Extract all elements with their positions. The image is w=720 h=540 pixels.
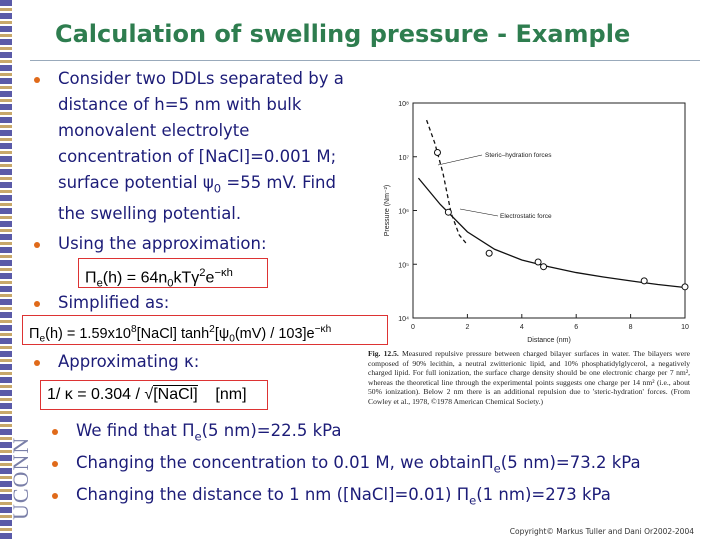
bullet: Consider two DDLs separated by a distanc…: [34, 66, 358, 227]
text-run: Changing the concentration to 0.01 M, we…: [76, 453, 482, 472]
text-run: Changing the distance to 1 nm ([NaCl]=0.…: [76, 485, 457, 504]
text-run: (h) = 1.59x10: [45, 325, 131, 342]
y-tick-label: 10⁷: [399, 155, 410, 162]
bullet: Simplified as:: [34, 290, 358, 316]
text-run: (5 nm)=73.2 kPa: [500, 453, 641, 472]
bullet: Changing the distance to 1 nm ([NaCl]=0.…: [52, 482, 696, 513]
text-run: [NaCl] tanh: [136, 325, 210, 342]
text-sup: 8: [130, 324, 137, 335]
figure-caption: Fig. 12.5. Measured repulsive pressure b…: [368, 349, 690, 407]
x-tick-label: 8: [629, 324, 633, 331]
text-run: Consider two DDLs separated by a distanc…: [58, 69, 344, 192]
text-sym: Π: [182, 421, 195, 440]
text-sym: Π: [481, 453, 494, 472]
data-point: [485, 249, 493, 257]
text-sub: 0: [229, 333, 235, 345]
text-sym: κ: [184, 352, 194, 371]
plot-frame: [412, 102, 686, 319]
equation: Πe(h) = 64n0kTγ2e−κh: [78, 258, 268, 290]
text-run: 1/ κ = 0.304 / √: [47, 386, 154, 403]
bullet: Changing the concentration to 0.01 M, we…: [52, 450, 696, 481]
data-point: [433, 148, 441, 156]
data-point: [540, 263, 548, 271]
text-sub: 0: [213, 181, 222, 196]
curve-label: Electrostatic force: [500, 213, 552, 220]
data-point: [534, 258, 542, 266]
text-run: (5 nm)=22.5 kPa: [201, 421, 342, 440]
text-over: [NaCl]: [153, 385, 198, 403]
data-point: [640, 277, 648, 285]
text-sub: e: [493, 461, 501, 476]
x-tick-label: 4: [520, 324, 524, 331]
text-run: Using the approximation:: [58, 234, 267, 253]
text-run: (h) = 64n: [102, 269, 168, 287]
y-tick-label: 10⁶: [398, 209, 409, 216]
x-tick-label: 6: [574, 324, 578, 331]
title-rule: [30, 60, 700, 61]
curve: [425, 119, 468, 246]
caption-label: Fig. 12.5.: [368, 349, 399, 358]
y-tick-label: 10⁵: [398, 262, 409, 269]
decor-strip: [0, 0, 12, 540]
y-tick-label: 10⁸: [398, 101, 409, 108]
text-run: Π: [29, 325, 40, 342]
text-run: (mV) / 103]e: [234, 325, 315, 342]
x-tick-label: 2: [465, 324, 469, 331]
curve: [417, 177, 686, 289]
text-sub: e: [194, 429, 202, 444]
text-run: e: [205, 269, 215, 287]
curve-label: Steric–hydration forces: [485, 152, 552, 159]
leader-line: [437, 154, 483, 166]
text-sup: −κh: [214, 267, 233, 279]
data-point: [444, 208, 452, 216]
text-run: kTγ: [173, 269, 200, 287]
text-sym: Π: [456, 485, 470, 504]
bullet: Approximating κ:: [34, 349, 358, 375]
caption-text: Measured repulsive pressure between char…: [368, 349, 690, 406]
copyright: Copyright© Markus Tuller and Dani Or2002…: [509, 527, 694, 536]
text-sub: e: [39, 333, 46, 345]
x-tick-label: 0: [411, 324, 415, 331]
figure: 0 2 4 6 8 10 10⁴ 10⁵ 10⁶ 10⁷ 10⁸ Distance (nm) Press…: [384, 101, 689, 344]
equation: 1/ κ = 0.304 / √[NaCl] [nm]: [40, 380, 268, 410]
x-tick-label: 10: [681, 324, 689, 331]
text-run: We find that: [76, 421, 183, 440]
text-run: [nm]: [197, 386, 247, 403]
y-tick-label: 10⁴: [398, 316, 409, 323]
text-sup: 2: [199, 267, 206, 279]
text-run: Approximating: [58, 352, 185, 371]
text-run: Simplified as:: [58, 293, 170, 312]
text-run: :: [193, 352, 200, 371]
text-run: Π: [85, 269, 97, 287]
logo: UCONN: [8, 436, 33, 520]
text-sub: e: [469, 493, 477, 508]
y-axis-label: Pressure (Nm⁻²): [384, 185, 391, 237]
bullet: Using the approximation:: [34, 231, 358, 257]
equation: Πe(h) = 1.59x108[NaCl] tanh2[ψ0(mV) / 10…: [22, 315, 388, 345]
text-sub: e: [96, 277, 103, 290]
text-run: [ψ: [214, 325, 230, 342]
text-sup: 2: [209, 324, 215, 335]
text-run: =55 mV. Find the swelling potential.: [58, 173, 336, 224]
text-run: (1 nm)=273 kPa: [476, 485, 611, 504]
text-sym: ψ: [202, 173, 214, 192]
text-sub: 0: [167, 277, 174, 290]
bullet: We find that Πe(5 nm)=22.5 kPa: [52, 418, 696, 449]
leader-line: [459, 208, 499, 217]
text-sup: −κh: [314, 324, 332, 335]
x-axis-label: Distance (nm): [527, 337, 571, 344]
slide-title: Calculation of swelling pressure - Examp…: [55, 20, 631, 48]
data-point: [681, 283, 689, 291]
